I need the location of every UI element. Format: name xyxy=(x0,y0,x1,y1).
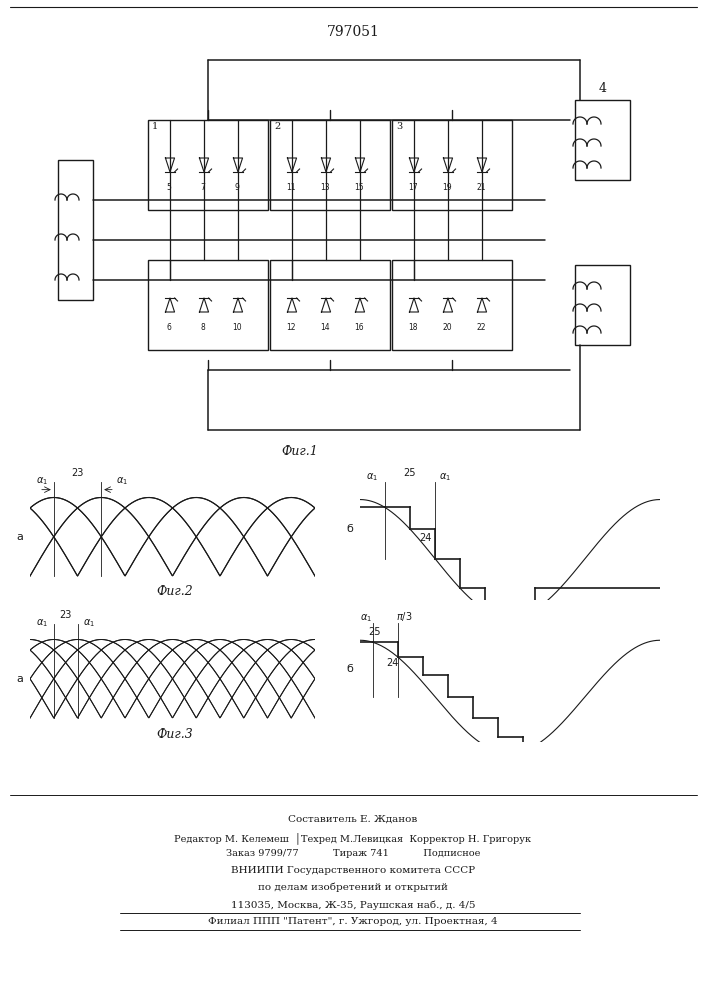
Text: 7: 7 xyxy=(201,183,206,192)
Bar xyxy=(392,120,512,210)
Text: Составитель Е. Жданов: Составитель Е. Жданов xyxy=(288,815,418,824)
Text: 8: 8 xyxy=(201,323,205,332)
Text: 20: 20 xyxy=(442,323,452,332)
Text: 6: 6 xyxy=(167,323,171,332)
Bar xyxy=(148,120,268,210)
Text: 23: 23 xyxy=(59,609,72,619)
Bar xyxy=(270,260,390,350)
Text: ВНИИПИ Государственного комитета СССР: ВНИИПИ Государственного комитета СССР xyxy=(231,866,475,875)
Text: 25: 25 xyxy=(404,468,416,478)
Text: $\alpha_1$: $\alpha_1$ xyxy=(116,475,128,487)
Text: 9: 9 xyxy=(235,183,240,192)
Text: 797051: 797051 xyxy=(327,25,380,39)
Text: Фиг.2: Фиг.2 xyxy=(157,585,194,598)
Text: Редактор М. Келемеш  │Техред М.Левицкая  Корректор Н. Григорук: Редактор М. Келемеш │Техред М.Левицкая К… xyxy=(175,832,532,844)
Text: Фиг.1: Фиг.1 xyxy=(281,445,318,458)
Text: 18: 18 xyxy=(408,323,418,332)
Text: 4: 4 xyxy=(599,82,607,95)
Text: Фиг.3: Фиг.3 xyxy=(157,728,194,741)
Text: б: б xyxy=(346,664,353,674)
Text: 15: 15 xyxy=(354,183,364,192)
Text: 24: 24 xyxy=(387,658,399,668)
Text: a: a xyxy=(16,532,23,542)
Text: $\alpha_1$: $\alpha_1$ xyxy=(36,475,48,487)
Text: б: б xyxy=(346,524,353,534)
Bar xyxy=(270,120,390,210)
Text: 21: 21 xyxy=(477,183,486,192)
Text: 13: 13 xyxy=(320,183,329,192)
Bar xyxy=(575,265,630,345)
Text: 16: 16 xyxy=(354,323,364,332)
Text: по делам изобретений и открытий: по делам изобретений и открытий xyxy=(258,883,448,892)
Text: 19: 19 xyxy=(442,183,452,192)
Text: 10: 10 xyxy=(232,323,242,332)
Text: 11: 11 xyxy=(286,183,296,192)
Text: 17: 17 xyxy=(408,183,418,192)
Text: 113035, Москва, Ж-35, Раушская наб., д. 4/5: 113035, Москва, Ж-35, Раушская наб., д. … xyxy=(230,900,475,910)
Bar xyxy=(58,160,93,300)
Text: Заказ 9799/77           Тираж 741           Подписное: Заказ 9799/77 Тираж 741 Подписное xyxy=(226,849,480,858)
Text: 3: 3 xyxy=(396,122,402,131)
Bar xyxy=(575,100,630,180)
Text: 2: 2 xyxy=(274,122,280,131)
Text: 5: 5 xyxy=(167,183,171,192)
Text: 23: 23 xyxy=(71,468,83,478)
Text: $\alpha_1$: $\alpha_1$ xyxy=(361,612,373,624)
Text: 24: 24 xyxy=(419,533,432,543)
Text: a: a xyxy=(16,674,23,684)
Text: Филиал ППП "Патент", г. Ужгород, ул. Проектная, 4: Филиал ППП "Патент", г. Ужгород, ул. Про… xyxy=(208,917,498,926)
Text: 25: 25 xyxy=(368,627,381,637)
Text: $\alpha_1$: $\alpha_1$ xyxy=(83,617,95,629)
Bar xyxy=(392,260,512,350)
Text: $\alpha_1$: $\alpha_1$ xyxy=(366,471,378,483)
Bar xyxy=(148,260,268,350)
Text: 22: 22 xyxy=(477,323,486,332)
Text: 1: 1 xyxy=(152,122,158,131)
Text: $\pi/3$: $\pi/3$ xyxy=(397,610,413,623)
Text: $\alpha_1$: $\alpha_1$ xyxy=(36,617,48,629)
Text: $\alpha_1$: $\alpha_1$ xyxy=(438,471,450,483)
Text: 12: 12 xyxy=(286,323,296,332)
Text: 14: 14 xyxy=(320,323,329,332)
